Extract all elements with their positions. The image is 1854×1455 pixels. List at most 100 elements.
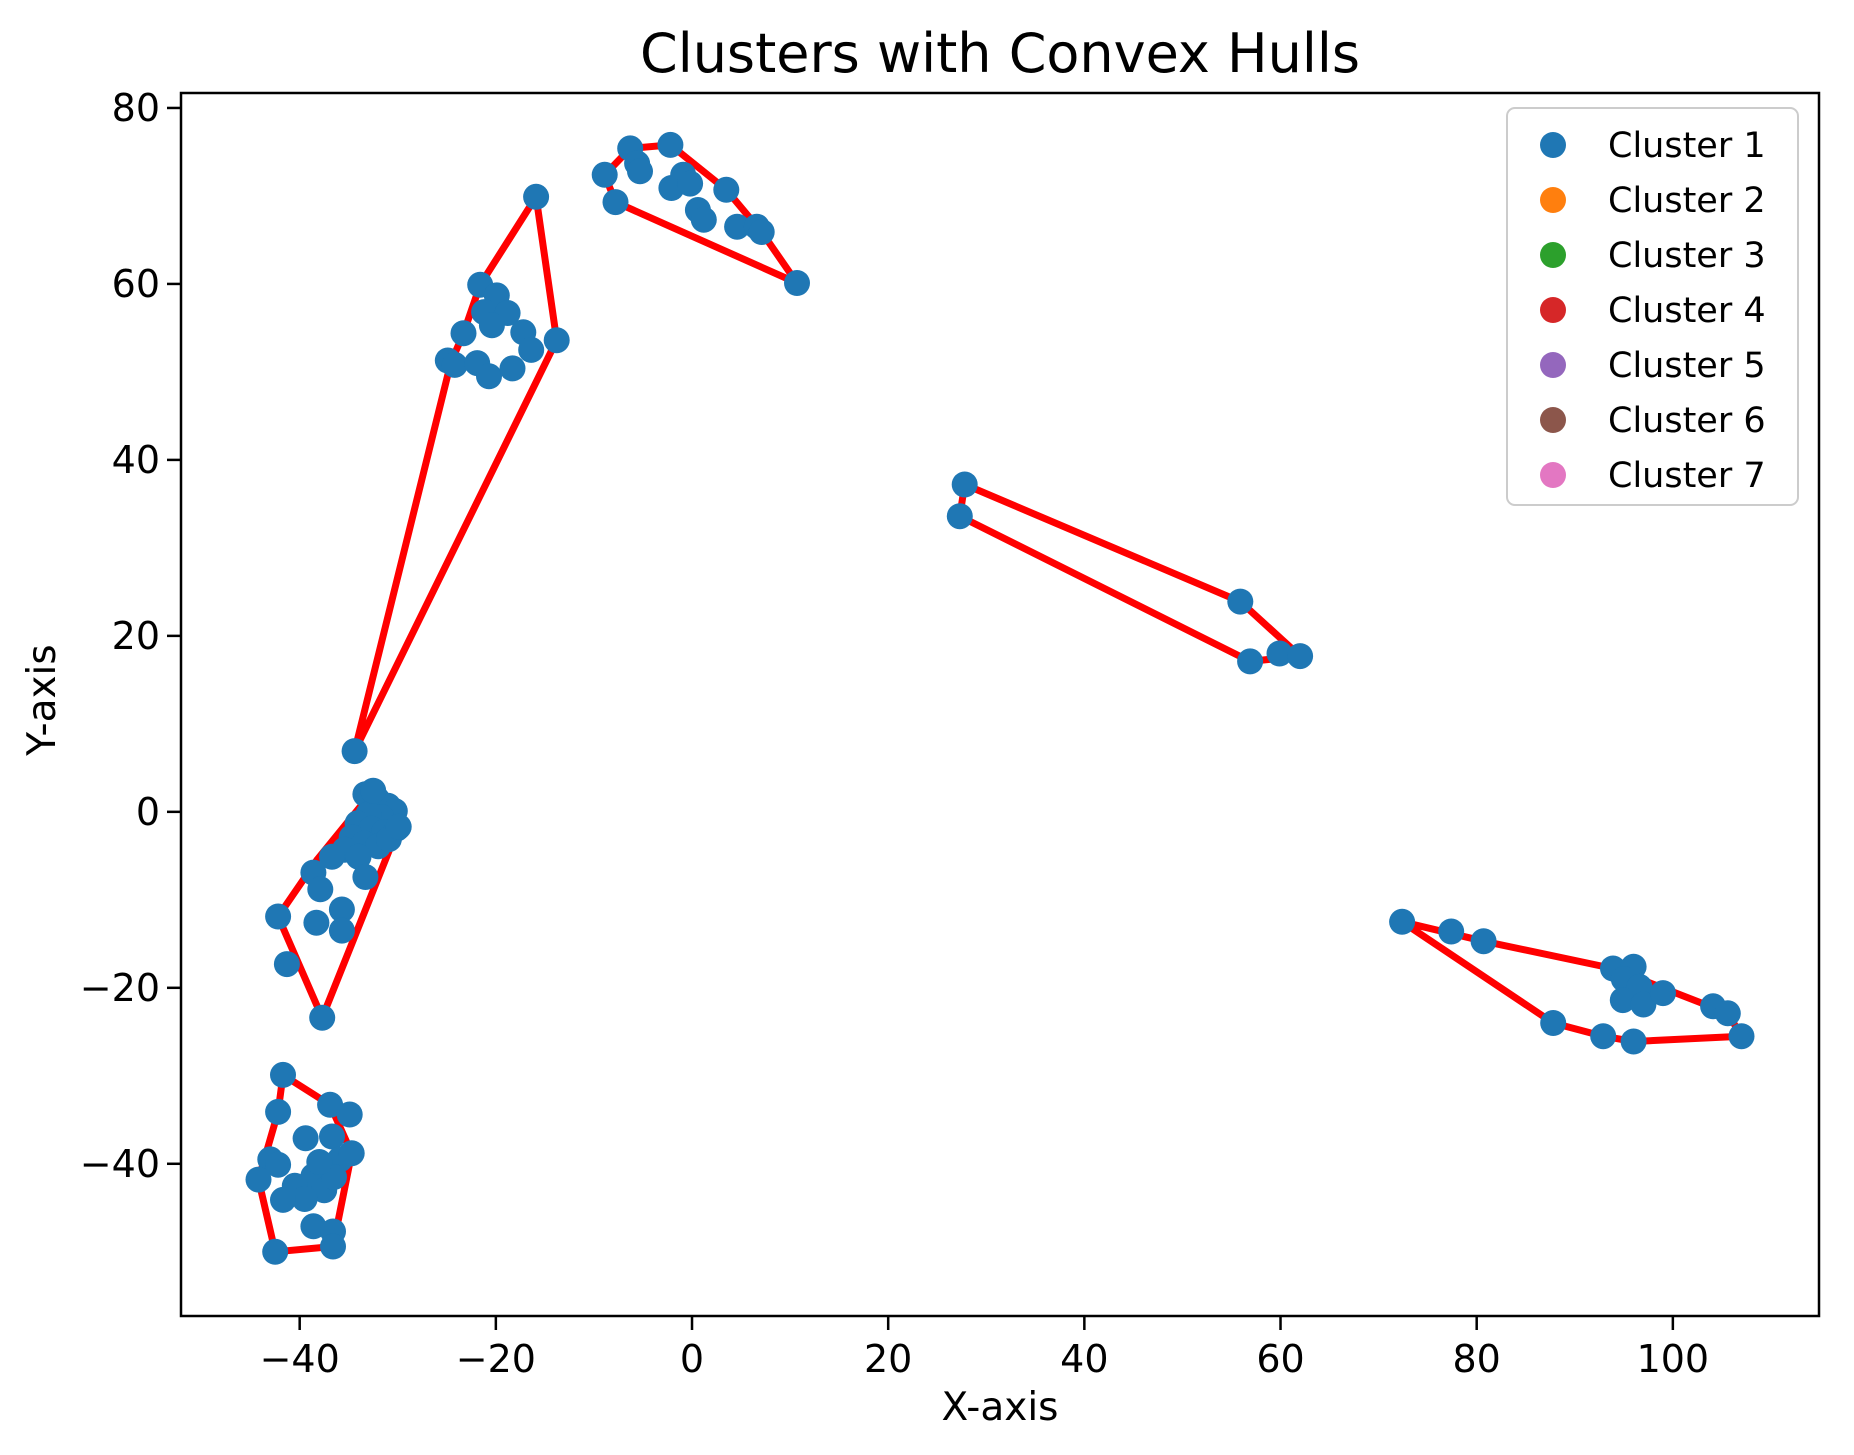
legend-label-cluster-5: Cluster 5 bbox=[1608, 346, 1766, 386]
x-tick-label: −20 bbox=[456, 1337, 536, 1381]
hull-group-5-point bbox=[245, 1166, 272, 1193]
hull-group-6-point bbox=[1728, 1023, 1755, 1050]
axes-ticks: −40 −20 0 20 40 60 80 100 −40 −20 0 20 40 60 80 bbox=[80, 86, 1709, 1381]
hull-group-5-point bbox=[336, 1101, 363, 1128]
hull-group-1-point bbox=[478, 312, 505, 339]
y-tick-label: 80 bbox=[112, 86, 160, 130]
hull-group-5-point bbox=[270, 1186, 296, 1213]
hull-group-3-point bbox=[1287, 643, 1314, 670]
y-tick-label: 40 bbox=[112, 438, 160, 482]
y-axis-label: Y-axis bbox=[20, 644, 65, 756]
hull-group-2-point bbox=[748, 219, 775, 245]
hull-group-6-point bbox=[1470, 928, 1497, 955]
hull-group-4-point bbox=[265, 903, 292, 930]
scatter-points bbox=[245, 131, 1755, 1265]
hull-group-5-point bbox=[317, 1091, 344, 1118]
hull-group-2-point bbox=[591, 161, 618, 188]
hull-group-5-point bbox=[338, 1140, 365, 1167]
hull-group-4-point bbox=[345, 843, 372, 870]
legend-box bbox=[1506, 107, 1799, 506]
hull-group-5-point bbox=[292, 1125, 319, 1152]
hull-group-3-point bbox=[951, 471, 978, 498]
hull-group-2-point bbox=[602, 189, 629, 216]
hull-group-3-point bbox=[1237, 648, 1264, 675]
y-tick-label: −40 bbox=[80, 1142, 160, 1186]
legend-label-cluster-6: Cluster 6 bbox=[1608, 401, 1766, 441]
hull-group-1-point bbox=[441, 351, 468, 378]
hull-group-6-point bbox=[1389, 908, 1416, 935]
x-tick-label: 40 bbox=[1060, 1337, 1108, 1381]
hull-group-5-point bbox=[320, 1233, 346, 1260]
legend-marker-cluster-6 bbox=[1540, 407, 1566, 433]
x-tick-label: −40 bbox=[260, 1337, 340, 1381]
hull-group-6-point bbox=[1438, 918, 1465, 945]
hull-group-6-point bbox=[1590, 1023, 1617, 1050]
y-tick-label: −20 bbox=[80, 966, 160, 1010]
hull-group-5-point bbox=[291, 1186, 318, 1212]
hull-group-4-point bbox=[303, 909, 330, 936]
hull-group-5-point bbox=[262, 1238, 289, 1265]
x-tick-label: 80 bbox=[1453, 1337, 1501, 1381]
legend-marker-cluster-5 bbox=[1540, 352, 1566, 378]
hull-group-2-point bbox=[690, 206, 717, 233]
hull-group-3-point bbox=[1227, 588, 1254, 615]
hull-group-6-point bbox=[1609, 987, 1636, 1014]
hull-group-4-point bbox=[352, 864, 379, 890]
legend-label-cluster-1: Cluster 1 bbox=[1608, 126, 1766, 166]
y-tick-label: 20 bbox=[112, 614, 160, 658]
hull-group-2-point bbox=[657, 131, 684, 158]
hull-group-4-point bbox=[309, 1004, 336, 1031]
y-tick-label: 60 bbox=[112, 262, 160, 306]
hull-group-5-point bbox=[265, 1098, 292, 1125]
legend-label-cluster-2: Cluster 2 bbox=[1608, 181, 1766, 221]
hull-group-5-point bbox=[319, 1123, 345, 1150]
hull-group-2-point bbox=[627, 158, 653, 185]
hull-group-3-hull bbox=[956, 481, 1304, 665]
legend-marker-cluster-1 bbox=[1540, 132, 1566, 158]
hull-group-1-point bbox=[450, 320, 477, 347]
hull-group-6-point bbox=[1620, 1028, 1647, 1055]
hull-group-1-point bbox=[341, 738, 368, 765]
chart-title: Clusters with Convex Hulls bbox=[640, 22, 1360, 85]
hull-group-2-point bbox=[713, 176, 740, 203]
hull-group-4-point bbox=[360, 777, 387, 804]
hull-group-2-point bbox=[677, 170, 704, 197]
hull-group-4-point bbox=[385, 813, 412, 840]
hull-group-6-point bbox=[1650, 980, 1676, 1007]
x-tick-label: 20 bbox=[864, 1337, 912, 1381]
legend-marker-cluster-4 bbox=[1540, 297, 1566, 323]
hull-group-4-point bbox=[328, 917, 355, 944]
hull-group-1-point bbox=[523, 183, 550, 210]
hull-group-1-point bbox=[476, 363, 502, 390]
legend: Cluster 1 Cluster 2 Cluster 3 Cluster 4 Clus… bbox=[1506, 107, 1799, 506]
x-tick-label: 100 bbox=[1637, 1337, 1710, 1381]
hull-group-2-point bbox=[784, 270, 810, 296]
hull-group-4-point bbox=[273, 951, 300, 978]
hull-group-4-point bbox=[319, 843, 345, 870]
legend-label-cluster-7: Cluster 7 bbox=[1608, 456, 1766, 496]
hull-group-1-point bbox=[499, 355, 526, 382]
hull-group-4-point bbox=[307, 876, 334, 903]
legend-marker-cluster-7 bbox=[1540, 462, 1566, 488]
hull-group-5-point bbox=[265, 1151, 292, 1178]
plot-frame bbox=[179, 91, 1821, 1318]
x-tick-label: 60 bbox=[1256, 1337, 1304, 1381]
hull-group-3-point bbox=[946, 503, 973, 530]
hull-group-1-point bbox=[518, 336, 545, 363]
hull-group-1-hull bbox=[351, 193, 561, 755]
hull-group-6-point bbox=[1540, 1010, 1567, 1036]
legend-marker-cluster-2 bbox=[1540, 187, 1566, 213]
hull-group-5-point bbox=[270, 1061, 296, 1088]
hull-group-4-point bbox=[328, 896, 355, 923]
legend-marker-cluster-3 bbox=[1540, 242, 1566, 268]
hull-group-6-point bbox=[1630, 991, 1657, 1018]
hull-group-1-point bbox=[543, 327, 570, 354]
hull-group-6-point bbox=[1714, 1000, 1741, 1027]
y-tick-label: 0 bbox=[136, 790, 160, 834]
hull-group-3-point bbox=[1266, 640, 1293, 667]
x-axis-label: X-axis bbox=[942, 1385, 1059, 1430]
hull-group-2-point bbox=[724, 213, 751, 240]
legend-label-cluster-3: Cluster 3 bbox=[1608, 236, 1766, 276]
